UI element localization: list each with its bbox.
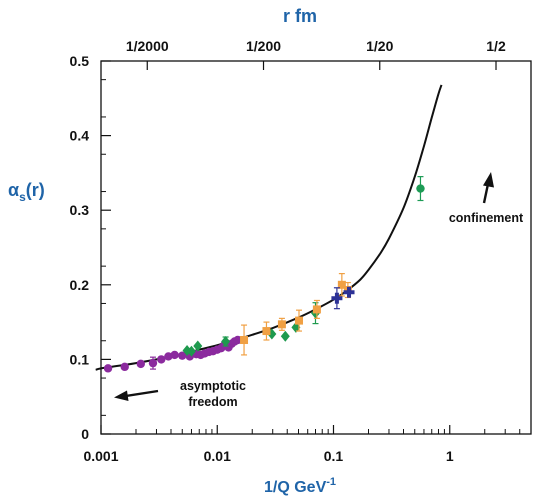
data-point-0-20: [233, 335, 242, 345]
top-tick-label: 1/200: [246, 38, 281, 54]
y-tick-label: 0.5: [70, 53, 90, 69]
marker-diamond: [193, 340, 203, 352]
annotation-line: asymptotic: [180, 379, 246, 393]
data-point-2-4: [312, 299, 321, 319]
arrow-up-head: [483, 172, 494, 188]
y-tick-label: 0.2: [70, 277, 90, 293]
annotation-line: freedom: [188, 395, 237, 409]
x-tick-label: 0.001: [83, 448, 118, 464]
data-point-1-5: [280, 330, 290, 342]
marker-square: [262, 327, 271, 336]
marker-circle: [416, 184, 425, 193]
y-tick-label: 0.1: [70, 351, 90, 367]
marker-square: [295, 316, 304, 325]
marker-circle: [120, 362, 129, 372]
y-tick-label: 0.4: [70, 128, 90, 144]
data-point-4-0: [416, 176, 425, 202]
y-tick-label: 0: [81, 426, 89, 442]
x-tick-label: 0.1: [324, 448, 344, 464]
data-point-2-1: [262, 321, 271, 341]
data-point-1-3: [221, 335, 231, 347]
marker-square: [337, 280, 346, 289]
marker-circle: [178, 351, 187, 360]
data-point-2-0: [240, 324, 249, 356]
axes: [100, 60, 532, 435]
data-point-0-7: [178, 351, 187, 360]
data-point-3-0: [331, 287, 343, 310]
data-point-0-4: [157, 355, 166, 364]
y-axis-title-sub: s: [19, 190, 26, 204]
x-tick-label: 1: [446, 448, 454, 464]
y-axis-title-rest: (r): [26, 180, 45, 200]
x-axis-title-base: 1/Q GeV: [264, 479, 327, 496]
marker-circle: [170, 350, 179, 360]
data-point-0-2: [136, 359, 146, 369]
x-axis-title: 1/Q GeV-1: [264, 476, 336, 496]
marker-square: [240, 336, 249, 345]
tick-marks: [100, 60, 532, 435]
x-axis-title-sup: -1: [326, 476, 336, 488]
marker-circle: [136, 359, 146, 369]
y-axis-title: αs(r): [8, 180, 45, 204]
arrow-left-head: [114, 390, 129, 401]
marker-cross-v: [347, 286, 352, 298]
marker-square: [277, 320, 286, 329]
marker-cross-v: [334, 292, 339, 304]
data-point-2-5: [337, 273, 346, 297]
marker-circle: [157, 355, 166, 364]
top-tick-label: 1/2000: [126, 38, 169, 54]
data-point-2-2: [277, 317, 286, 331]
data-point-0-1: [120, 362, 129, 372]
top-tick-label: 1/2: [486, 38, 506, 54]
arrow-left-shaft: [125, 389, 159, 398]
y-tick-label: 0.3: [70, 202, 90, 218]
marker-circle: [233, 335, 242, 345]
y-axis-title-base: α: [8, 180, 19, 200]
data-point-0-3: [148, 356, 158, 370]
top-axis-title: r fm: [283, 6, 317, 26]
data-point-1-2: [193, 340, 203, 352]
tick-labels: 0.001 0.01 0.1 11/2000 1/200 1/20 1/200.10.20.…: [70, 38, 506, 464]
top-tick-label: 1/20: [366, 38, 393, 54]
marker-circle: [148, 358, 158, 368]
marker-square: [312, 305, 321, 314]
annotation-confinement: confinement: [449, 211, 524, 225]
points-layer: [103, 176, 425, 373]
data-point-2-3: [295, 309, 304, 332]
data-point-1-1: [186, 345, 196, 357]
marker-diamond: [221, 335, 231, 347]
marker-circle: [103, 364, 113, 373]
data-point-0-6: [170, 350, 179, 360]
plot-frame: [100, 60, 532, 435]
data-point-0-0: [103, 364, 113, 373]
arrow-up-shaft: [482, 183, 490, 204]
annotations-layer: asymptotic freedom confinement: [114, 172, 524, 409]
annotation-asymptotic-freedom: asymptotic freedom: [180, 379, 246, 409]
data-point-3-1: [343, 286, 355, 298]
marker-diamond: [280, 330, 290, 342]
x-tick-label: 0.01: [204, 448, 231, 464]
marker-diamond: [186, 345, 196, 357]
